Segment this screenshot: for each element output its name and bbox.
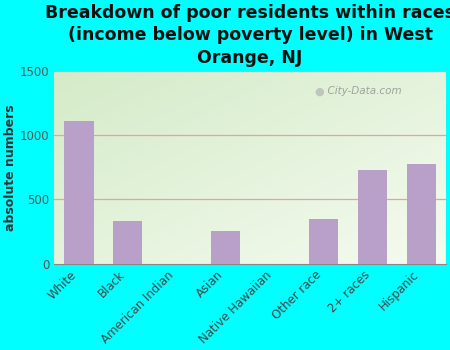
Bar [211, 231, 240, 264]
Text: City-Data.com: City-Data.com [320, 86, 401, 96]
Bar [358, 170, 387, 264]
Y-axis label: absolute numbers: absolute numbers [4, 104, 17, 231]
Bar [309, 219, 338, 264]
Title: Breakdown of poor residents within races
(income below poverty level) in West
Or: Breakdown of poor residents within races… [45, 4, 450, 66]
Bar [64, 121, 94, 264]
Bar [113, 221, 143, 264]
Text: ●: ● [315, 86, 324, 96]
Bar [407, 164, 436, 264]
